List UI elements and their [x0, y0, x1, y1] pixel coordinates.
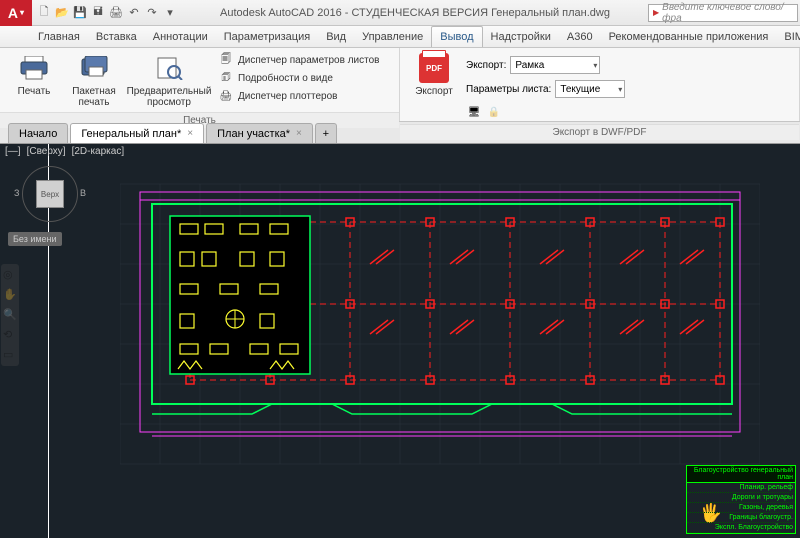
batch-print-button[interactable]: Пакетная печать	[64, 50, 124, 110]
batch-print-label: Пакетная печать	[66, 86, 122, 108]
qat-undo-icon[interactable]: ↶	[126, 5, 142, 21]
sheet-params-combo[interactable]: Текущие	[555, 80, 625, 98]
layer-legend[interactable]: Благоустройство генеральный план Планир.…	[686, 465, 796, 534]
drawing-content	[120, 164, 760, 484]
tab-Параметризация[interactable]: Параметризация	[216, 26, 318, 47]
ribbon-panel-export: PDF Экспорт Экспорт: Рамка Параметры лис…	[400, 48, 800, 121]
export-button[interactable]: PDF Экспорт	[404, 50, 464, 99]
layer-row[interactable]: Границы благоустр.	[687, 513, 795, 523]
quick-access-toolbar: 🗋 📂 💾 🖬 🖨 ↶ ↷ ▾	[32, 5, 182, 21]
doc-tab[interactable]: План участка*×	[206, 123, 313, 143]
sheet-params-row: Параметры листа: Текущие	[464, 78, 627, 100]
plotter-icon: 🖨	[218, 89, 234, 105]
pdf-icon: PDF	[418, 52, 450, 84]
page-setup-mgr-button[interactable]: 🗐Диспетчер параметров листов	[218, 52, 379, 69]
viewcube-face[interactable]: Верх	[36, 180, 64, 208]
tab-Рекомендованные приложения[interactable]: Рекомендованные приложения	[601, 26, 777, 47]
nav-showmotion-icon[interactable]: ▭	[3, 348, 17, 362]
layer-row[interactable]: Дороги и тротуары	[687, 493, 795, 503]
tab-Аннотации[interactable]: Аннотации	[145, 26, 216, 47]
preview-button[interactable]: Предварительный просмотр	[124, 50, 214, 110]
title-bar: A 🗋 📂 💾 🖬 🖨 ↶ ↷ ▾ Autodesk AutoCAD 2016 …	[0, 0, 800, 26]
nav-pan-icon[interactable]: ✋	[3, 288, 17, 302]
nav-zoom-icon[interactable]: 🔍	[3, 308, 17, 322]
sheet-params-label: Параметры листа:	[466, 84, 551, 95]
panel-title-export: Экспорт в DWF/PDF	[400, 124, 799, 140]
view-details-button[interactable]: 🗊Подробности о виде	[218, 70, 379, 87]
export-button-label: Экспорт	[415, 86, 453, 97]
qat-new-icon[interactable]: 🗋	[36, 5, 52, 21]
layer-legend-title: Благоустройство генеральный план	[687, 466, 795, 483]
view-name-tag[interactable]: Без имени	[8, 232, 62, 246]
export-type-combo[interactable]: Рамка	[510, 56, 600, 74]
qat-dropdown-icon[interactable]: ▾	[162, 5, 178, 21]
viewcube[interactable]: Верх З В	[20, 164, 80, 224]
new-doc-tab[interactable]: +	[315, 123, 337, 143]
layer-row[interactable]: Газоны, деревья	[687, 503, 795, 513]
preview-icon	[153, 52, 185, 84]
details-icon: 🗊	[218, 71, 234, 87]
ribbon: Печать Пакетная печать Предварительный п…	[0, 48, 800, 122]
compass-west: З	[14, 188, 19, 198]
qat-redo-icon[interactable]: ↷	[144, 5, 160, 21]
tab-Вставка[interactable]: Вставка	[88, 26, 145, 47]
tab-Надстройки[interactable]: Надстройки	[483, 26, 559, 47]
tab-Главная[interactable]: Главная	[30, 26, 88, 47]
qat-open-icon[interactable]: 📂	[54, 5, 70, 21]
qat-print-icon[interactable]: 🖨	[108, 5, 124, 21]
printer-icon	[18, 52, 50, 84]
tab-A360[interactable]: A360	[559, 26, 601, 47]
nav-orbit-icon[interactable]: ⟲	[3, 328, 17, 342]
layer-row[interactable]: Экспл. Благоустройство	[687, 523, 795, 533]
qat-save-icon[interactable]: 💾	[72, 5, 88, 21]
batch-printer-icon	[78, 52, 110, 84]
app-menu-button[interactable]: A	[0, 0, 32, 26]
viewport-controls[interactable]: [—][Сверху][2D-каркас]	[2, 146, 127, 157]
nav-wheel-icon[interactable]: ◎	[3, 268, 17, 282]
ribbon-panel-print: Печать Пакетная печать Предварительный п…	[0, 48, 400, 121]
page-setup-icon: 🗐	[218, 53, 234, 69]
ribbon-tabs: ГлавнаяВставкаАннотацииПараметризацияВид…	[0, 26, 800, 48]
preview-label: Предварительный просмотр	[126, 86, 212, 108]
plotter-mgr-button[interactable]: 🖨Диспетчер плоттеров	[218, 88, 379, 105]
export-options-icon[interactable]: 🖥	[466, 104, 482, 120]
doc-tab[interactable]: Генеральный план*×	[70, 123, 204, 143]
doc-tab[interactable]: Начало	[8, 123, 68, 143]
print-button[interactable]: Печать	[4, 50, 64, 99]
search-input[interactable]: Введите ключевое слово/фра	[648, 4, 798, 22]
export-lock-icon[interactable]: 🔒	[486, 104, 502, 120]
qat-saveas-icon[interactable]: 🖬	[90, 5, 106, 21]
tab-BIM 360[interactable]: BIM 360	[776, 26, 800, 47]
nav-bar[interactable]: ◎ ✋ 🔍 ⟲ ▭	[1, 264, 19, 366]
compass-east: В	[80, 188, 86, 198]
window-title: Autodesk AutoCAD 2016 - СТУДЕНЧЕСКАЯ ВЕР…	[182, 7, 648, 19]
export-type-label: Экспорт:	[466, 60, 506, 71]
drawing-canvas[interactable]: [—][Сверху][2D-каркас] Верх З В Без имен…	[0, 144, 800, 538]
tab-Вид[interactable]: Вид	[318, 26, 354, 47]
print-button-label: Печать	[18, 86, 51, 97]
export-type-row: Экспорт: Рамка	[464, 54, 627, 76]
close-icon[interactable]: ×	[187, 128, 193, 139]
tab-Вывод[interactable]: Вывод	[431, 26, 482, 47]
close-icon[interactable]: ×	[296, 128, 302, 139]
tab-Управление[interactable]: Управление	[354, 26, 431, 47]
layer-row[interactable]: Планир. рельеф	[687, 483, 795, 493]
